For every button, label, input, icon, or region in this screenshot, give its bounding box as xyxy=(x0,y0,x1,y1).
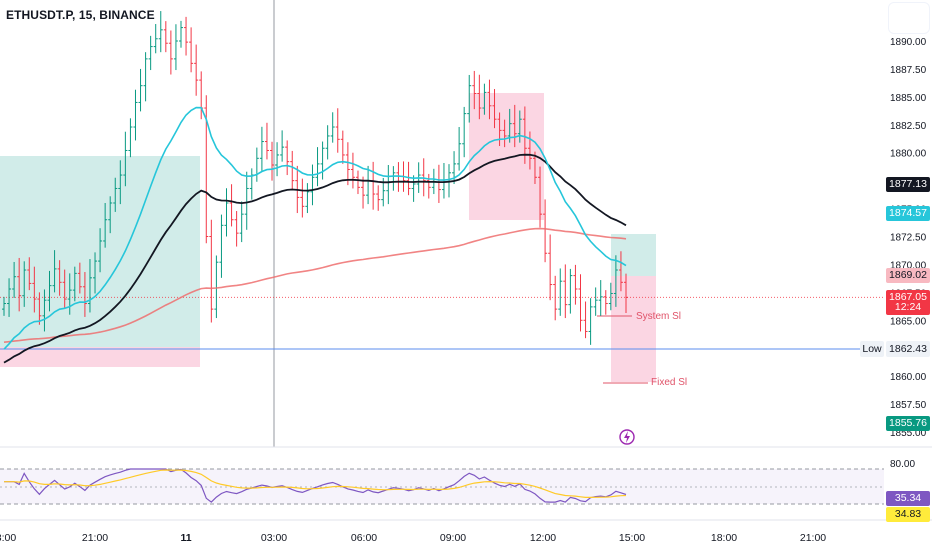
price-tick: 1887.50 xyxy=(890,65,927,76)
time-tick: 21:00 xyxy=(800,532,826,544)
ema-dark-price: 1877.13 xyxy=(886,177,930,193)
rsi-ma-value: 34.83 xyxy=(886,507,930,522)
long-loss-zone xyxy=(0,347,200,367)
price-tick: 1872.50 xyxy=(890,233,927,244)
rsi-value: 35.34 xyxy=(886,491,930,506)
short-loss-zone xyxy=(469,93,544,220)
price-tick: 1870.00 xyxy=(890,260,927,271)
low-line-price: 1862.43 xyxy=(886,341,930,357)
time-tick: 3:00 xyxy=(0,532,16,544)
position-loss-zone xyxy=(611,276,656,382)
candles xyxy=(2,11,628,345)
price-tick: 1885.00 xyxy=(890,93,927,104)
time-tick: 06:00 xyxy=(351,532,377,544)
bar-countdown: 12:24 xyxy=(886,300,930,316)
time-tick: 18:00 xyxy=(711,532,737,544)
price-tick: 1882.50 xyxy=(890,121,927,132)
rsi-ma-line xyxy=(4,469,627,498)
sl-price: 1855.76 xyxy=(886,416,930,431)
ma-red-price: 1869.02 xyxy=(886,267,930,283)
chart-menu-icon[interactable] xyxy=(888,2,930,34)
ema-cyan-line xyxy=(3,106,627,350)
price-tick: 1860.00 xyxy=(890,372,927,383)
system-sl-label: System Sl xyxy=(636,311,682,322)
price-tick: 1865.00 xyxy=(890,316,927,327)
ema-dark-line xyxy=(3,153,627,364)
fixed-sl-label: Fixed Sl xyxy=(651,377,688,388)
symbol-title: ETHUSDT.P, 15, BINANCE xyxy=(6,8,155,22)
ma-red-line xyxy=(3,227,627,343)
time-axis: 3:00 21:00 11 03:00 06:00 09:00 12:00 15:00 18:0… xyxy=(0,532,826,544)
lightning-icon xyxy=(619,429,635,445)
rsi-tick-80: 80.00 xyxy=(890,459,915,470)
time-tick: 15:00 xyxy=(619,532,645,544)
price-tick: 1855.00 xyxy=(890,428,927,439)
price-axis: 1890.001887.501885.001882.501880.001877.… xyxy=(890,37,927,439)
time-tick: 09:00 xyxy=(440,532,466,544)
position-profit-zone xyxy=(611,234,656,276)
time-tick: 12:00 xyxy=(530,532,556,544)
rsi-line xyxy=(4,468,627,503)
ema-cyan-price: 1874.57 xyxy=(886,205,930,221)
time-tick: 11 xyxy=(180,532,191,544)
price-tick: 1890.00 xyxy=(890,37,927,48)
low-line-label: Low xyxy=(860,341,884,357)
time-tick: 03:00 xyxy=(261,532,287,544)
price-tick: 1857.50 xyxy=(890,400,927,411)
price-tick: 1880.00 xyxy=(890,149,927,160)
time-tick: 21:00 xyxy=(82,532,108,544)
